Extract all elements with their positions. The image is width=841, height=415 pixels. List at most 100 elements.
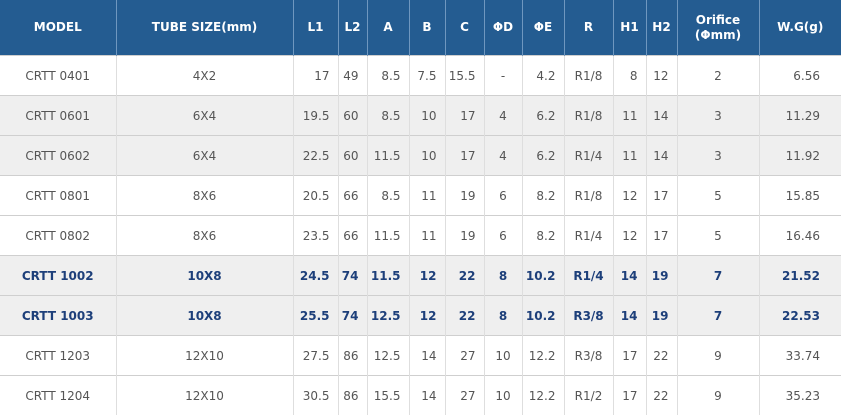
l1-cell: 19.5 — [293, 96, 338, 136]
e-cell: 12.2 — [522, 336, 564, 376]
col-header-h2: H2 — [646, 0, 677, 56]
orifice-cell: 9 — [677, 336, 759, 376]
b-cell: 12 — [409, 296, 445, 336]
l1-cell: 27.5 — [293, 336, 338, 376]
model-cell: CRTT 1003 — [0, 296, 116, 336]
h2-cell: 19 — [646, 256, 677, 296]
b-cell: 10 — [409, 136, 445, 176]
l1-cell: 30.5 — [293, 376, 338, 415]
h2-cell: 22 — [646, 376, 677, 415]
a-cell: 11.5 — [367, 136, 409, 176]
weight-cell: 33.74 — [759, 336, 841, 376]
weight-cell: 35.23 — [759, 376, 841, 415]
r-cell: R3/8 — [564, 336, 613, 376]
d-cell: - — [484, 56, 522, 96]
col-header-h1: H1 — [613, 0, 646, 56]
d-cell: 4 — [484, 96, 522, 136]
l2-cell: 74 — [338, 256, 367, 296]
a-cell: 15.5 — [367, 376, 409, 415]
tube-size-cell: 12X10 — [116, 376, 293, 415]
e-cell: 4.2 — [522, 56, 564, 96]
d-cell: 6 — [484, 176, 522, 216]
h2-cell: 14 — [646, 136, 677, 176]
e-cell: 12.2 — [522, 376, 564, 415]
c-cell: 27 — [445, 376, 484, 415]
tube-size-cell: 10X8 — [116, 256, 293, 296]
h1-cell: 12 — [613, 216, 646, 256]
orifice-cell: 9 — [677, 376, 759, 415]
col-header-model: MODEL — [0, 0, 116, 56]
a-cell: 11.5 — [367, 216, 409, 256]
b-cell: 14 — [409, 376, 445, 415]
d-cell: 6 — [484, 216, 522, 256]
tube-size-cell: 8X6 — [116, 176, 293, 216]
h2-cell: 22 — [646, 336, 677, 376]
col-header-tube-size: TUBE SIZE(mm) — [116, 0, 293, 56]
c-cell: 17 — [445, 136, 484, 176]
r-cell: R1/4 — [564, 216, 613, 256]
h2-cell: 17 — [646, 216, 677, 256]
weight-cell: 15.85 — [759, 176, 841, 216]
orifice-cell: 7 — [677, 296, 759, 336]
model-cell: CRTT 1002 — [0, 256, 116, 296]
h1-cell: 14 — [613, 296, 646, 336]
l2-cell: 74 — [338, 296, 367, 336]
weight-cell: 21.52 — [759, 256, 841, 296]
a-cell: 12.5 — [367, 296, 409, 336]
h1-cell: 8 — [613, 56, 646, 96]
e-cell: 8.2 — [522, 216, 564, 256]
orifice-header-line2: (Φmm) — [678, 28, 759, 43]
l2-cell: 86 — [338, 336, 367, 376]
a-cell: 11.5 — [367, 256, 409, 296]
c-cell: 27 — [445, 336, 484, 376]
l2-cell: 60 — [338, 96, 367, 136]
h1-cell: 11 — [613, 96, 646, 136]
a-cell: 12.5 — [367, 336, 409, 376]
model-cell: CRTT 1203 — [0, 336, 116, 376]
weight-cell: 11.92 — [759, 136, 841, 176]
a-cell: 8.5 — [367, 96, 409, 136]
tube-size-cell: 10X8 — [116, 296, 293, 336]
orifice-cell: 5 — [677, 176, 759, 216]
tube-size-cell: 12X10 — [116, 336, 293, 376]
l1-cell: 25.5 — [293, 296, 338, 336]
model-cell: CRTT 1204 — [0, 376, 116, 415]
l1-cell: 17 — [293, 56, 338, 96]
orifice-header-line1: Orifice — [678, 13, 759, 28]
h2-cell: 17 — [646, 176, 677, 216]
weight-cell: 11.29 — [759, 96, 841, 136]
col-header-l2: L2 — [338, 0, 367, 56]
e-cell: 10.2 — [522, 296, 564, 336]
header-row: MODEL TUBE SIZE(mm) L1 L2 A B C ΦD ΦE R … — [0, 0, 841, 56]
c-cell: 22 — [445, 256, 484, 296]
l2-cell: 60 — [338, 136, 367, 176]
h2-cell: 14 — [646, 96, 677, 136]
h1-cell: 17 — [613, 376, 646, 415]
weight-cell: 16.46 — [759, 216, 841, 256]
col-header-l1: L1 — [293, 0, 338, 56]
r-cell: R3/8 — [564, 296, 613, 336]
h1-cell: 12 — [613, 176, 646, 216]
r-cell: R1/8 — [564, 176, 613, 216]
l1-cell: 24.5 — [293, 256, 338, 296]
e-cell: 10.2 — [522, 256, 564, 296]
b-cell: 7.5 — [409, 56, 445, 96]
tube-size-cell: 6X4 — [116, 96, 293, 136]
d-cell: 8 — [484, 296, 522, 336]
tube-size-cell: 4X2 — [116, 56, 293, 96]
orifice-cell: 2 — [677, 56, 759, 96]
d-cell: 10 — [484, 376, 522, 415]
l1-cell: 23.5 — [293, 216, 338, 256]
d-cell: 8 — [484, 256, 522, 296]
orifice-cell: 3 — [677, 136, 759, 176]
col-header-a: A — [367, 0, 409, 56]
col-header-b: B — [409, 0, 445, 56]
tube-size-cell: 6X4 — [116, 136, 293, 176]
col-header-orifice: Orifice (Φmm) — [677, 0, 759, 56]
b-cell: 11 — [409, 176, 445, 216]
